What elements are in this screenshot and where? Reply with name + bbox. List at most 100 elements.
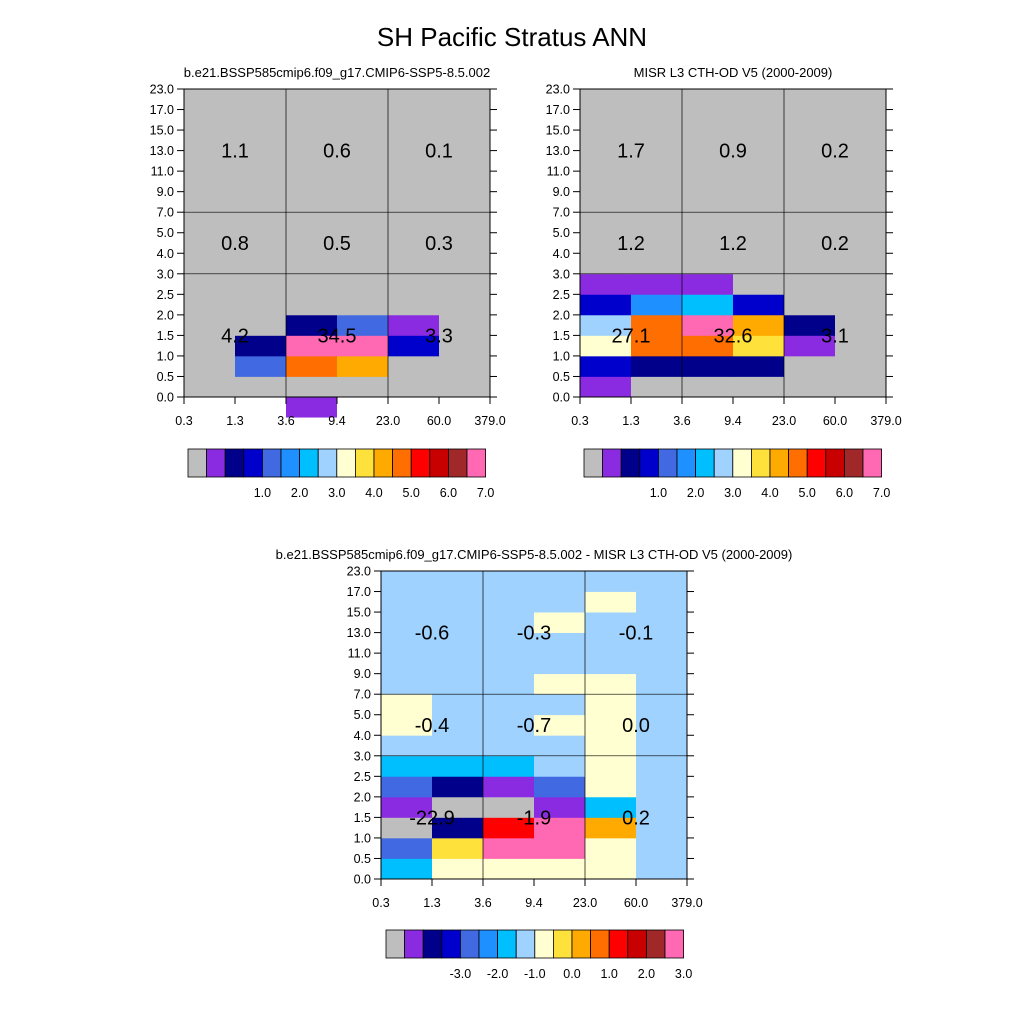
y-tick-label: 1.5 <box>553 329 570 343</box>
heatmap-cell <box>733 294 785 316</box>
colorbar-swatch <box>429 448 449 478</box>
heatmap-cell <box>439 335 491 357</box>
heatmap-cell <box>580 376 632 398</box>
heatmap-cell <box>631 212 683 234</box>
heatmap-cell <box>835 355 887 377</box>
colorbar-swatch <box>751 448 771 478</box>
heatmap-cell <box>483 653 535 675</box>
region-value-label: 0.5 <box>323 233 351 255</box>
heatmap-cell <box>636 653 688 675</box>
colorbar-swatch <box>261 448 282 478</box>
colorbar-swatch <box>602 448 622 478</box>
heatmap-cell <box>235 130 287 151</box>
colorbar-swatch <box>788 448 808 478</box>
heatmap-cell <box>337 376 389 398</box>
heatmap-cell <box>483 837 535 859</box>
y-tick-label: 11.0 <box>547 165 570 179</box>
heatmap-cell <box>580 89 632 110</box>
heatmap-cell <box>682 355 734 377</box>
heatmap-cell <box>636 673 688 695</box>
colorbar-swatch <box>373 448 394 478</box>
heatmap-cell <box>432 714 484 736</box>
heatmap-cell <box>784 335 836 357</box>
panel-title: MISR L3 CTH-OD V5 (2000-2009) <box>634 65 833 80</box>
heatmap-cell <box>733 232 785 254</box>
region-value-label: 3.3 <box>425 325 453 347</box>
colorbar-label: 5.0 <box>403 486 420 500</box>
heatmap-cell <box>184 273 236 295</box>
heatmap-cell <box>381 735 433 757</box>
region-value-label: 27.1 <box>612 325 651 347</box>
heatmap-cell <box>337 109 389 131</box>
heatmap-cell <box>439 314 491 336</box>
heatmap-cell <box>733 376 785 398</box>
colorbar-swatch <box>392 448 412 478</box>
y-tick-label: 2.0 <box>354 790 371 804</box>
heatmap-cell <box>381 776 433 798</box>
heatmap-cell <box>784 130 836 151</box>
heatmap-cell <box>585 571 637 592</box>
colorbar-swatch <box>620 448 641 478</box>
colorbar-swatch <box>497 929 517 959</box>
heatmap-cell <box>483 612 535 633</box>
heatmap-cell <box>585 612 637 633</box>
colorbar-label: 7.0 <box>873 486 890 500</box>
y-tick-label: 7.0 <box>553 206 570 220</box>
heatmap-cell <box>682 150 734 172</box>
colorbar-label: 3.0 <box>328 486 345 500</box>
heatmap-cell <box>286 130 338 151</box>
region-value-label: -0.6 <box>415 623 449 645</box>
heatmap-cell <box>439 232 491 254</box>
colorbar-swatch <box>732 448 752 478</box>
heatmap-cell <box>631 335 683 357</box>
heatmap-cell <box>636 755 688 777</box>
x-tick-label: 60.0 <box>624 896 648 910</box>
heatmap-cell <box>733 171 785 193</box>
region-value-label: 0.0 <box>622 715 650 737</box>
heatmap-cell <box>733 355 785 377</box>
colorbar-label: 1.0 <box>601 967 618 981</box>
heatmap-cell <box>432 755 484 777</box>
region-value-label: 0.2 <box>821 141 849 163</box>
colorbar-swatch <box>336 448 356 478</box>
y-tick-label: 15.0 <box>546 124 570 138</box>
colorbar-label: 5.0 <box>799 486 816 500</box>
heatmap-cell <box>585 837 637 859</box>
heatmap-cell <box>636 632 688 654</box>
y-tick-label: 2.5 <box>157 288 174 302</box>
heatmap-cell <box>235 314 287 336</box>
heatmap-cell <box>439 150 491 172</box>
heatmap-cell <box>835 376 887 398</box>
figure-title: SH Pacific Stratus ANN <box>377 22 647 52</box>
heatmap-cell <box>631 294 683 316</box>
heatmap-cell <box>682 191 734 213</box>
y-tick-label: 13.0 <box>347 626 371 640</box>
heatmap-cell <box>184 191 236 213</box>
heatmap-cell <box>432 653 484 675</box>
heatmap-cell <box>286 191 338 213</box>
heatmap-cell <box>835 212 887 234</box>
region-value-label: 1.2 <box>719 233 747 255</box>
heatmap-cell <box>733 335 785 357</box>
colorbar-swatch <box>243 448 263 478</box>
heatmap-cell <box>580 294 632 316</box>
colorbar-label: 3.0 <box>724 486 741 500</box>
heatmap-cell <box>381 817 433 839</box>
heatmap-cell <box>534 837 586 859</box>
region-value-label: 0.8 <box>221 233 249 255</box>
heatmap-cell <box>483 714 535 736</box>
heatmap-cell <box>184 150 236 172</box>
colorbar-swatch <box>553 929 573 959</box>
heatmap-cell <box>439 294 491 316</box>
heatmap-cell <box>388 376 440 398</box>
colorbar-label: 0.0 <box>563 967 580 981</box>
y-tick-label: 2.0 <box>553 308 570 322</box>
panel-model: 0.0 0.5 1.0 1.5 2.0 2.5 3.0 4.0 5.0 7.0 9.0 11.0 13.… <box>150 65 506 500</box>
colorbar-swatch <box>441 929 461 959</box>
y-tick-label: 0.0 <box>157 391 174 405</box>
heatmap-cell <box>432 632 484 654</box>
y-tick-label: 5.0 <box>553 226 570 240</box>
region-value-label: -0.3 <box>517 623 551 645</box>
heatmap-cell <box>580 273 632 295</box>
